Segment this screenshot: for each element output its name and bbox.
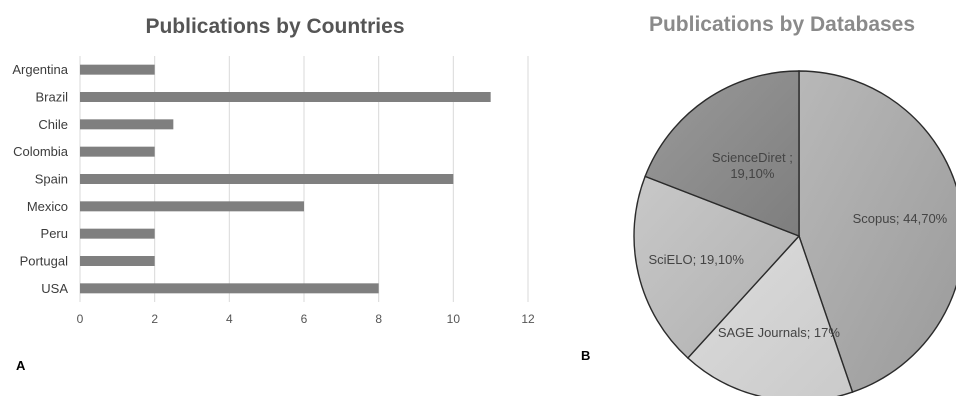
x-tick-label: 12 <box>521 312 535 326</box>
category-label: Argentina <box>12 62 68 77</box>
category-label: Chile <box>38 117 68 132</box>
bar-x-tick-labels: 0 2 4 6 8 10 12 <box>77 312 535 326</box>
x-tick-label: 2 <box>151 312 158 326</box>
category-label: USA <box>41 281 68 296</box>
pie-slices <box>633 70 956 396</box>
category-label: Mexico <box>27 199 68 214</box>
bar-chart-countries: Publications by Countries Argentina Brazi… <box>12 15 535 373</box>
x-tick-label: 6 <box>301 312 308 326</box>
bar-usa <box>80 283 379 294</box>
pie-slice-scielo <box>633 175 801 359</box>
bar-chile <box>80 119 174 130</box>
bar-colombia <box>80 146 155 157</box>
x-tick-label: 4 <box>226 312 233 326</box>
category-label: Peru <box>41 226 68 241</box>
bar-portugal <box>80 256 155 266</box>
pie-chart-title: Publications by Databases <box>649 13 915 36</box>
panel-label-a: A <box>16 358 26 373</box>
x-tick-label: 8 <box>375 312 382 326</box>
pie-slice-labels: Scopus; 44,70% SAGE Journals; 17% SciELO; … <box>649 150 948 340</box>
pie-slice-scopus <box>798 70 956 393</box>
pie-label-scielo: SciELO; 19,10% <box>649 252 745 267</box>
category-label: Spain <box>35 172 68 187</box>
bar-spain <box>80 174 454 184</box>
pie-label-sage-journals: SAGE Journals; 17% <box>718 325 841 340</box>
bar-peru <box>80 228 155 239</box>
x-tick-label: 0 <box>77 312 84 326</box>
category-label: Colombia <box>13 144 69 159</box>
bar-series <box>80 64 491 294</box>
bar-chart-title: Publications by Countries <box>145 15 404 38</box>
panel-label-b: B <box>581 348 590 363</box>
pie-label-scopus: Scopus; 44,70% <box>853 211 948 226</box>
category-label: Brazil <box>35 90 68 105</box>
bar-category-labels: Argentina Brazil Chile Colombia Spain Mexico P… <box>12 62 68 296</box>
category-label: Portugal <box>20 254 69 269</box>
pie-slice-sage-journals <box>686 234 854 396</box>
bar-argentina <box>80 64 155 75</box>
pie-slice-sciencediret <box>644 70 800 238</box>
bar-mexico <box>80 201 304 212</box>
pie-label-sciencediret: ScienceDiret ; 19,10% <box>712 150 793 181</box>
x-tick-label: 10 <box>447 312 461 326</box>
bar-brazil <box>80 92 491 102</box>
pie-chart-databases: Publications by Databases Scopus; 44,70%… <box>581 13 956 396</box>
